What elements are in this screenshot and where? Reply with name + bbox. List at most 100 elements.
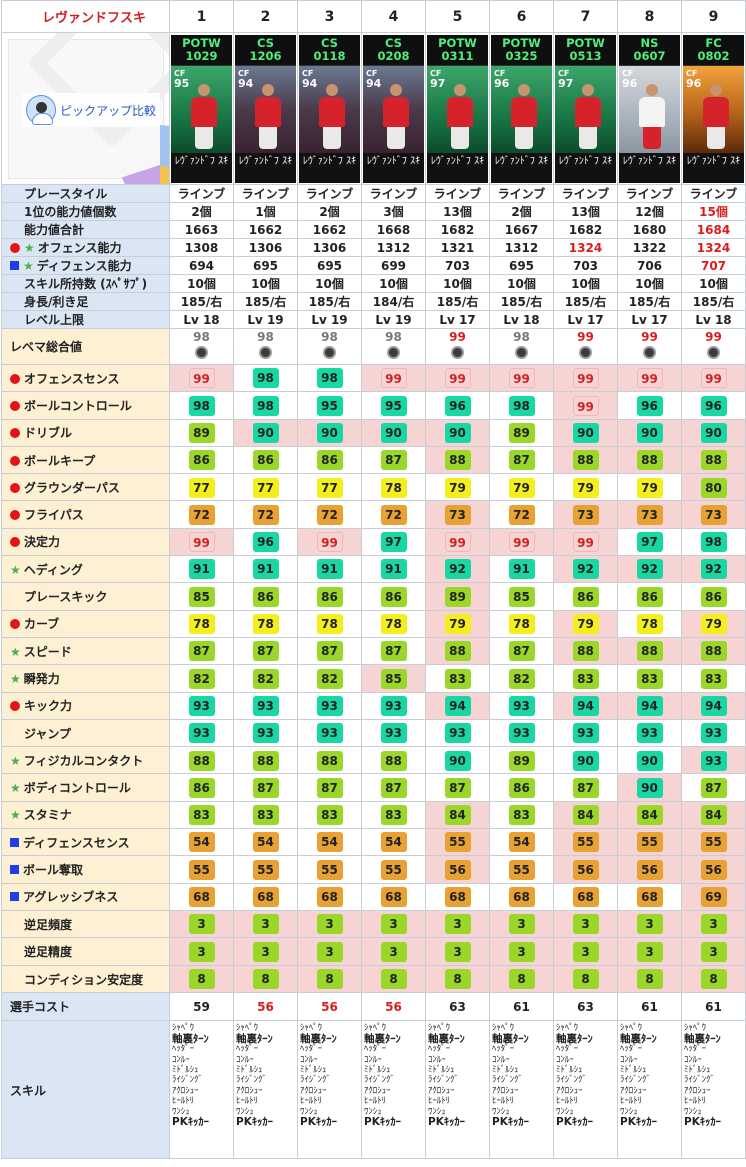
ability-badge: 86	[508, 777, 535, 798]
card-position-rating: CF 96	[494, 69, 509, 90]
stat-row: レベル上限 Lv 18 Lv 19 Lv 19 Lv 19 Lv 17 Lv 18 Lv 17…	[1, 310, 746, 329]
ability-value: 87	[553, 773, 618, 802]
skill-item: ﾍｯﾀﾞｰ	[428, 1044, 450, 1055]
skill-item: ｺﾝﾙｰ	[492, 1054, 510, 1065]
stat-value: 699	[361, 256, 426, 275]
ability-badge: 79	[572, 614, 599, 635]
ability-badge: 88	[636, 450, 663, 471]
ability-value: 3	[617, 909, 682, 939]
card-player-name: ﾚｳﾞｧﾝﾄﾞﾌ ｽｷ	[299, 153, 360, 183]
skill-item: ｱｸﾛｼｭｰ	[556, 1085, 583, 1096]
column-number: 7	[553, 0, 618, 33]
ability-badge: 54	[188, 832, 215, 853]
stat-value: 1321	[425, 238, 490, 257]
stat-value: 10個	[617, 274, 682, 293]
ability-badge: 3	[508, 941, 535, 962]
player-card[interactable]: NS 0607 CF 96 ﾚｳﾞｧﾝﾄﾞﾌ ｽｷ	[619, 35, 680, 183]
stat-value: ラインブ	[617, 184, 682, 203]
row-label: ★ フィジカルコンタクト	[1, 746, 170, 775]
star-icon: ★	[24, 241, 35, 255]
player-card[interactable]: CS 1206 CF 94 ﾚｳﾞｧﾝﾄﾞﾌ ｽｷ	[235, 35, 296, 183]
player-card[interactable]: CS 0208 CF 94 ﾚｳﾞｧﾝﾄﾞﾌ ｽｷ	[363, 35, 424, 183]
ability-badge: 87	[508, 641, 535, 662]
ability-value: 93	[553, 718, 618, 748]
ability-badge: 78	[380, 614, 407, 635]
rema-row: レベマ総合値 98 98 98 98 99 98 99 99 99	[1, 328, 746, 365]
skill-item: ｼｬﾍﾟｳ	[236, 1023, 258, 1034]
ability-badge: 82	[316, 668, 343, 689]
skill-item: ｺﾝﾙｰ	[172, 1054, 190, 1065]
ability-badge: 73	[444, 504, 471, 525]
skill-item: 軸裏ﾀｰﾝ	[300, 1032, 337, 1045]
pickup-compare-button[interactable]: ピックアップ比較	[22, 93, 161, 127]
ability-badge: 93	[188, 695, 215, 716]
coin-icon	[387, 346, 400, 359]
card-tag-type: POTW	[438, 36, 477, 50]
ability-value: 68	[361, 882, 426, 911]
ability-badge: 91	[380, 559, 407, 580]
player-figure-icon	[189, 84, 219, 150]
card-rating: 96	[494, 77, 510, 90]
skill-item: ﾐﾄﾞﾙｼｭ	[684, 1065, 711, 1076]
card-tag-type: POTW	[502, 36, 541, 50]
ability-value: 72	[169, 500, 234, 529]
card-rating: 96	[686, 77, 702, 90]
ability-badge: 90	[636, 777, 663, 798]
player-card[interactable]: POTW 0311 CF 97 ﾚｳﾞｧﾝﾄﾞﾌ ｽｷ	[427, 35, 488, 183]
row-label-text: ボールコントロール	[24, 398, 132, 413]
ability-value: 78	[361, 609, 426, 638]
row-label-text: ディフェンスセンス	[23, 835, 130, 850]
card-tag-date: 1206	[249, 49, 282, 63]
ability-badge: 88	[188, 750, 215, 771]
ability-value: 86	[553, 582, 618, 611]
ability-badge: 89	[188, 422, 215, 443]
ability-badge: 82	[252, 668, 279, 689]
ability-row: ★ スタミナ 83 83 83 83 84 83 84 84 84	[1, 800, 746, 830]
ability-value: 77	[233, 473, 298, 502]
ability-value: 93	[361, 718, 426, 748]
row-label-text: 逆足頻度	[24, 917, 73, 932]
ability-value: 82	[233, 664, 298, 693]
ability-badge: 93	[380, 695, 407, 716]
player-card-cell: CS 0208 CF 94 ﾚｳﾞｧﾝﾄﾞﾌ ｽｷ	[361, 32, 426, 185]
ability-badge: 8	[188, 969, 215, 990]
player-card[interactable]: POTW 0513 CF 97 ﾚｳﾞｧﾝﾄﾞﾌ ｽｷ	[555, 35, 616, 183]
row-label: ディフェンスセンス	[1, 828, 170, 857]
ability-value: 96	[681, 391, 746, 420]
ability-value: 93	[361, 691, 426, 720]
ability-badge: 3	[316, 914, 343, 935]
ability-value: 87	[297, 636, 362, 666]
player-card[interactable]: CS 0118 CF 94 ﾚｳﾞｧﾝﾄﾞﾌ ｽｷ	[299, 35, 360, 183]
defense-square-icon	[10, 261, 19, 270]
ability-badge: 83	[380, 805, 407, 826]
row-label: アグレッシブネス	[1, 882, 170, 911]
column-number: 3	[297, 0, 362, 33]
ability-value: 87	[489, 636, 554, 666]
ability-value: 96	[233, 527, 298, 557]
stat-value: 185/右	[489, 292, 554, 311]
player-card[interactable]: POTW 1029 CF 95 ﾚｳﾞｧﾝﾄﾞﾌ ｽｷ	[171, 35, 232, 183]
ability-badge: 93	[700, 723, 727, 744]
row-label: 1位の能力値個数	[1, 202, 170, 221]
offense-dot-icon	[10, 619, 20, 630]
ability-badge: 99	[508, 368, 535, 389]
ability-value: 3	[553, 937, 618, 966]
row-label-text: コンディション安定度	[24, 972, 144, 987]
ability-value: 78	[233, 609, 298, 638]
skill-item: ｼｬﾍﾟｳ	[300, 1023, 322, 1034]
ability-badge: 91	[508, 559, 535, 580]
stat-value: 184/右	[361, 292, 426, 311]
stat-value: ラインブ	[489, 184, 554, 203]
row-label: ★ ボディコントロール	[1, 773, 170, 802]
ability-badge: 96	[700, 395, 727, 416]
player-card[interactable]: POTW 0325 CF 96 ﾚｳﾞｧﾝﾄﾞﾌ ｽｷ	[491, 35, 552, 183]
skill-item: PKｷｯｶｰ	[556, 1116, 593, 1129]
player-figure-icon	[317, 84, 347, 150]
ability-badge: 90	[444, 422, 471, 443]
player-photo: CF 97	[427, 65, 488, 153]
stat-value: 10個	[233, 274, 298, 293]
player-card[interactable]: FC 0802 CF 96 ﾚｳﾞｧﾝﾄﾞﾌ ｽｷ	[683, 35, 744, 183]
ability-value: 83	[361, 800, 426, 830]
ability-badge: 86	[316, 586, 343, 607]
skill-item: ｱｸﾛｼｭｰ	[684, 1085, 711, 1096]
